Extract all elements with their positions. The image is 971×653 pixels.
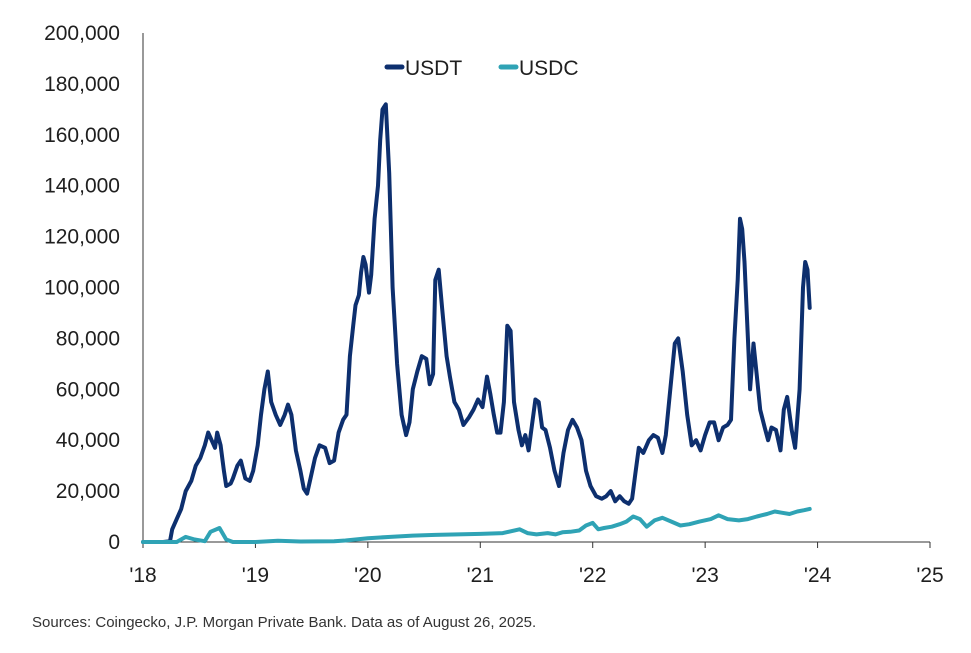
- y-tick-label: 0: [108, 531, 120, 554]
- y-tick-label: 160,000: [44, 124, 120, 147]
- y-tick-label: 180,000: [44, 73, 120, 96]
- x-tick-label: '21: [467, 564, 494, 587]
- y-tick-label: 120,000: [44, 226, 120, 249]
- x-tick-label: '23: [691, 564, 718, 587]
- y-axis: 0 20,000 40,000 60,000 80,000 100,000 120,000 1…: [44, 22, 144, 554]
- y-tick-label: 200,000: [44, 22, 120, 45]
- x-tick-label: '20: [354, 564, 381, 587]
- legend-label-usdt: USDT: [405, 57, 462, 80]
- x-tick-label: '24: [804, 564, 832, 587]
- y-tick-label: 60,000: [56, 378, 120, 401]
- y-tick-label: 80,000: [56, 327, 120, 350]
- series-line-usdc: [141, 506, 812, 544]
- x-axis: '18 '19 '20 '21 '22 '23 '24 '25: [129, 541, 944, 587]
- source-note: Sources: Coingecko, J.P. Morgan Private …: [32, 614, 537, 631]
- x-tick-label: '25: [916, 564, 943, 587]
- series-line-usdt: [141, 102, 812, 544]
- chart: 0 20,000 40,000 60,000 80,000 100,000 120,000 1…: [44, 22, 944, 587]
- legend-label-usdc: USDC: [519, 57, 579, 80]
- x-tick-label: '19: [242, 564, 269, 587]
- y-tick-label: 20,000: [56, 480, 120, 503]
- series-lines: [141, 102, 812, 544]
- legend: USDT USDC: [384, 57, 579, 80]
- x-tick-label: '22: [579, 564, 606, 587]
- y-tick-labels: 0 20,000 40,000 60,000 80,000 100,000 120,000 1…: [44, 22, 120, 554]
- x-tick-labels: '18 '19 '20 '21 '22 '23 '24 '25: [129, 542, 944, 587]
- y-tick-label: 100,000: [44, 277, 120, 300]
- x-tick-label: '18: [129, 564, 156, 587]
- y-tick-label: 40,000: [56, 429, 120, 452]
- y-tick-label: 140,000: [44, 175, 120, 198]
